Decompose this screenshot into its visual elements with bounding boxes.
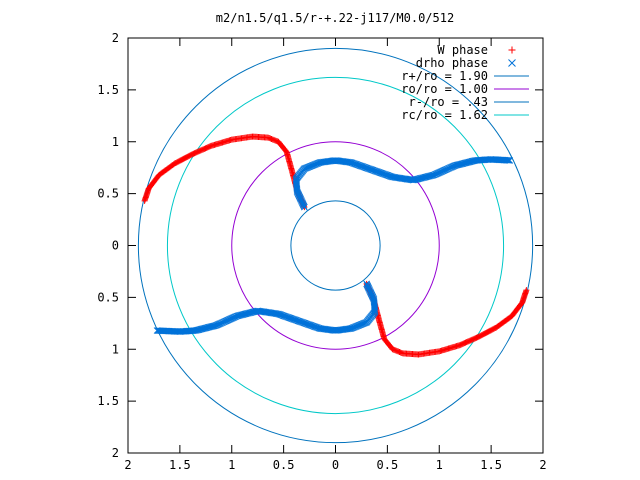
point [153,327,161,334]
point [504,156,511,164]
x-tick-label: 2 [124,458,131,472]
series-0 [141,133,530,358]
y-tick-label: 1.5 [97,83,119,97]
circle-0 [137,47,534,444]
x-tick-label: 2 [539,458,546,472]
circle-3 [166,76,505,415]
y-tick-label: 1 [112,342,119,356]
x-tick-label: 1 [228,458,235,472]
legend-label: ro/ro = 1.00 [401,82,488,96]
y-tick-label: 1.5 [97,394,119,408]
circle-1 [231,141,440,350]
x-tick-label: 1.5 [169,458,191,472]
point [506,157,514,164]
y-tick-label: 0.5 [97,290,119,304]
series-1 [153,156,514,335]
x-tick-label: 1.5 [480,458,502,472]
y-tick-label: 0 [112,239,119,253]
legend-marker [508,59,516,67]
point [154,327,162,334]
legend-label: rc/ro = 1.62 [401,108,488,122]
legend-label: r-/ro = .43 [409,95,488,109]
axes: 2 1.5 1 0.5 0 0.5 1 1.5 221.510.500.511.52 [97,31,546,472]
legend-label: W phase [437,43,488,57]
chart-title: m2/n1.5/q1.5/r-+.22-j117/M0.0/512 [216,11,454,25]
x-tick-label: 0.5 [273,458,295,472]
y-tick-label: 2 [112,31,119,45]
point [505,157,512,164]
x-tick-label: 1 [436,458,443,472]
reference-circles [137,47,534,444]
y-tick-label: 1 [112,135,119,149]
legend-label: r+/ro = 1.90 [401,69,488,83]
x-tick-label: 0 [332,458,339,472]
y-tick-label: 2 [112,446,119,460]
legend-label: drho phase [416,56,488,70]
x-tick-label: 0.5 [377,458,399,472]
circle-2 [290,200,381,291]
y-tick-label: 0.5 [97,187,119,201]
phase-points [141,133,530,358]
legend-marker [508,46,516,54]
point [156,327,163,335]
